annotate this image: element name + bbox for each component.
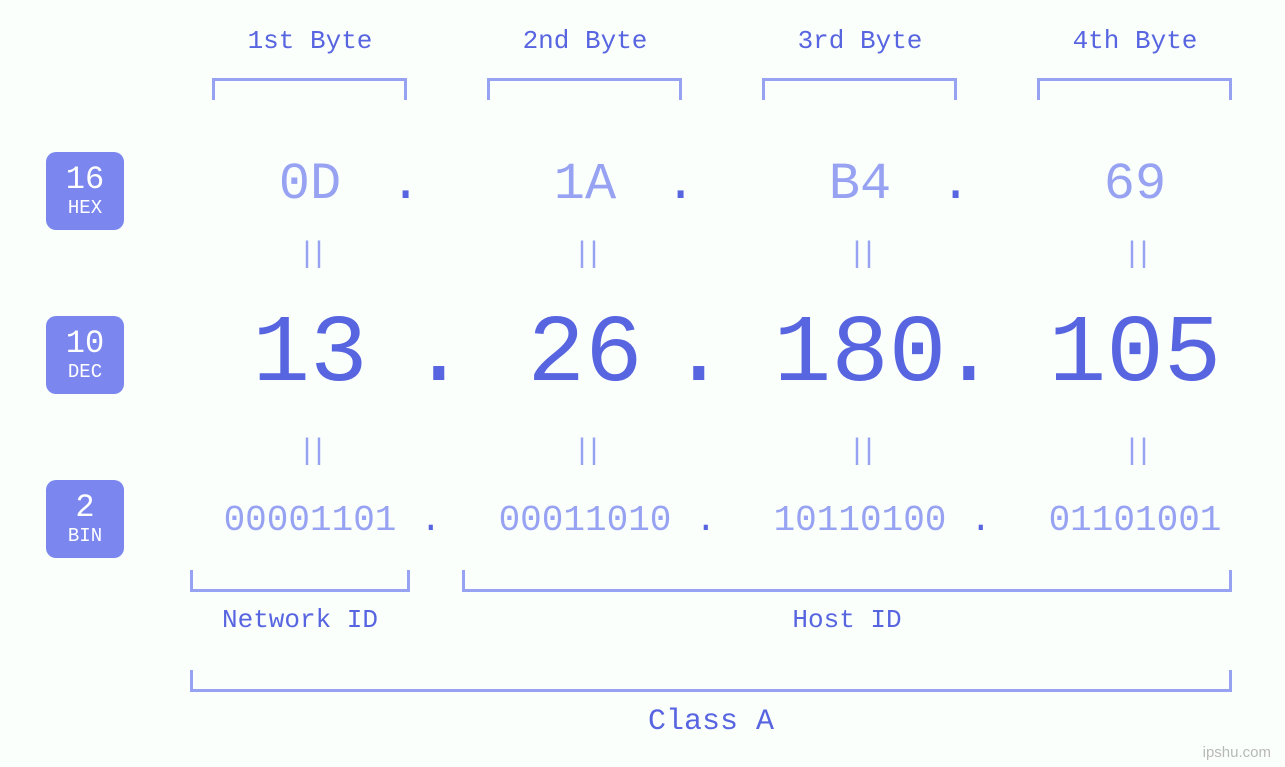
bin-val-4: 01101001	[1015, 500, 1255, 541]
dec-val-4: 105	[1015, 300, 1255, 409]
dec-badge-txt: DEC	[68, 363, 102, 382]
dot-dec-1: .	[410, 300, 468, 409]
bracket-top-1	[212, 78, 407, 100]
hex-badge: 16 HEX	[46, 152, 124, 230]
bin-badge-num: 2	[75, 492, 94, 524]
dot-hex-3: .	[940, 155, 971, 214]
eq-top-1: ||	[190, 238, 430, 272]
dot-hex-2: .	[665, 155, 696, 214]
dot-dec-3: .	[940, 300, 998, 409]
bracket-top-3	[762, 78, 957, 100]
dec-val-2: 26	[465, 300, 705, 409]
content-area: 1st Byte 0D || 13 || 00001101 2nd Byte 1…	[180, 0, 1240, 767]
eq-top-4: ||	[1015, 238, 1255, 272]
class-label: Class A	[190, 705, 1232, 739]
hex-badge-txt: HEX	[68, 199, 102, 218]
byte-label-1: 1st Byte	[190, 26, 430, 56]
eq-bot-3: ||	[740, 435, 980, 469]
dot-bin-2: .	[695, 500, 717, 541]
dot-bin-1: .	[420, 500, 442, 541]
bin-badge: 2 BIN	[46, 480, 124, 558]
eq-top-2: ||	[465, 238, 705, 272]
eq-top-3: ||	[740, 238, 980, 272]
byte-label-2: 2nd Byte	[465, 26, 705, 56]
byte-label-4: 4th Byte	[1015, 26, 1255, 56]
dec-badge: 10 DEC	[46, 316, 124, 394]
host-id-bracket	[462, 570, 1232, 592]
dec-val-1: 13	[190, 300, 430, 409]
byte-label-3: 3rd Byte	[740, 26, 980, 56]
dot-hex-1: .	[390, 155, 421, 214]
hex-val-4: 69	[1015, 155, 1255, 214]
class-bracket	[190, 670, 1232, 692]
eq-bot-4: ||	[1015, 435, 1255, 469]
dot-dec-2: .	[670, 300, 728, 409]
eq-bot-2: ||	[465, 435, 705, 469]
dec-badge-num: 10	[66, 328, 104, 360]
network-id-bracket	[190, 570, 410, 592]
bracket-top-2	[487, 78, 682, 100]
bin-badge-txt: BIN	[68, 527, 102, 546]
bin-val-3: 10110100	[740, 500, 980, 541]
watermark: ipshu.com	[1203, 744, 1271, 761]
host-id-label: Host ID	[462, 605, 1232, 635]
bin-val-2: 00011010	[465, 500, 705, 541]
bin-val-1: 00001101	[190, 500, 430, 541]
eq-bot-1: ||	[190, 435, 430, 469]
dot-bin-3: .	[970, 500, 992, 541]
bracket-top-4	[1037, 78, 1232, 100]
hex-badge-num: 16	[66, 164, 104, 196]
network-id-label: Network ID	[190, 605, 410, 635]
